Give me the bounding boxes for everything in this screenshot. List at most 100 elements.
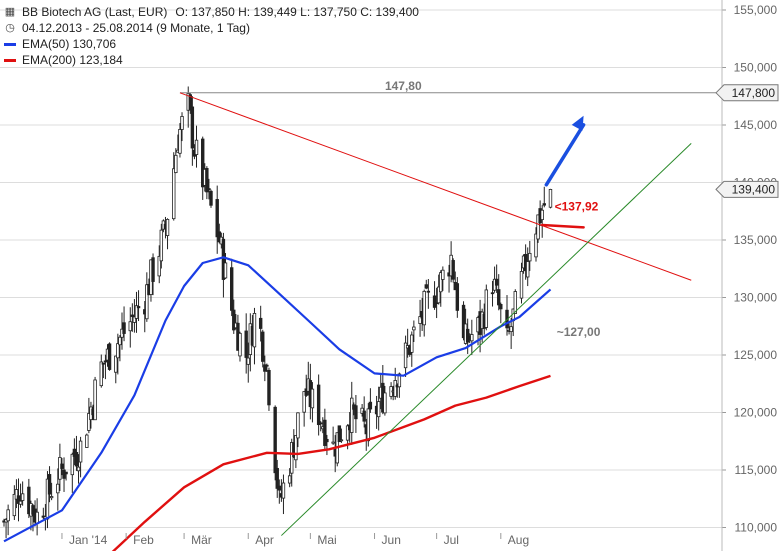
annotations: 147,80 <137,92 ~127,00 147,800 139,400	[385, 79, 779, 339]
candle-body	[534, 233, 538, 258]
candle-body	[350, 397, 354, 433]
y-tick-label: 110,000	[735, 521, 778, 535]
y-tick-label: 125,000	[734, 348, 778, 362]
candle-body	[261, 331, 265, 362]
candle-body	[6, 509, 10, 522]
candle-body	[103, 360, 108, 363]
candle-body	[246, 357, 250, 365]
x-axis: Jan '14 Feb Mär Apr Mai Jun Jul Aug	[61, 533, 529, 547]
candle-body	[18, 500, 23, 505]
candle-body	[116, 343, 120, 359]
candle-body	[368, 401, 373, 410]
candle-body	[12, 493, 17, 517]
candle-body	[436, 286, 441, 304]
y-tick-label: 115,000	[735, 463, 778, 477]
candle-body	[432, 295, 437, 308]
candle-body	[494, 278, 499, 286]
candle-body	[362, 410, 366, 422]
candle-body	[223, 262, 228, 279]
candle-body	[151, 257, 155, 282]
candle-body	[310, 388, 315, 409]
candle-body	[319, 422, 323, 425]
candle-body	[205, 168, 209, 193]
candle-body	[323, 419, 327, 446]
candle-body	[70, 453, 75, 476]
candle-body	[244, 330, 248, 358]
clock-icon: ◷	[5, 22, 15, 34]
ema50-line	[3, 256, 552, 543]
candle-body	[99, 361, 103, 387]
candle-body	[296, 412, 300, 439]
candle-body	[424, 284, 428, 289]
candle-body	[441, 269, 445, 280]
candle-body	[136, 306, 141, 309]
candle-body	[14, 489, 19, 500]
candle-body	[304, 388, 308, 396]
candle-body	[366, 408, 371, 442]
legend-ema50-row: EMA(50) 130,706	[4, 36, 419, 52]
candle-body	[78, 440, 83, 463]
candle-body	[426, 290, 431, 293]
candle-body	[174, 154, 178, 173]
candle-body	[337, 425, 342, 443]
y-axis: 110,000 115,000 120,000 125,000 130,000 135,0…	[721, 0, 778, 551]
candle-body	[542, 203, 546, 206]
candle-body	[497, 289, 501, 306]
candle-body	[128, 321, 132, 332]
candle-body	[383, 392, 387, 414]
candle-body	[118, 336, 122, 346]
candle-body	[316, 384, 321, 426]
x-tick-label: Jun	[382, 533, 401, 547]
candle-body	[339, 439, 344, 442]
candle-body	[122, 322, 126, 334]
legend-ema200-row: EMA(200) 123,184	[4, 52, 419, 68]
candle-body	[47, 474, 52, 495]
support-trendline	[281, 143, 692, 536]
grid	[0, 9, 722, 528]
candle-body	[509, 326, 513, 333]
candle-body	[263, 364, 267, 372]
candle-body	[519, 271, 524, 299]
candle-body	[145, 284, 149, 320]
candle-body	[101, 362, 106, 365]
candle-body	[35, 511, 39, 524]
candle-body	[252, 312, 257, 348]
candle-body	[484, 289, 489, 328]
x-tick-label: Jan '14	[69, 533, 108, 547]
candle-body	[302, 391, 306, 413]
candle-body	[287, 475, 292, 484]
candle-body	[172, 168, 176, 220]
arrow-up-icon	[571, 115, 584, 131]
candle-body	[277, 485, 282, 491]
candle-body	[49, 496, 54, 499]
candle-body	[188, 94, 192, 111]
candle-body	[76, 466, 81, 472]
candle-body	[207, 188, 211, 191]
candle-body	[331, 441, 335, 444]
ema200-line	[111, 374, 551, 551]
candle-body	[215, 199, 219, 238]
level-price-tag: 147,800	[732, 86, 776, 100]
candle-body	[412, 326, 416, 331]
candle-body	[513, 291, 517, 314]
candle-body	[294, 435, 298, 461]
candle-body	[209, 190, 213, 206]
price-tag: 147,800	[715, 84, 779, 102]
candle-body	[165, 219, 170, 236]
candle-body	[56, 483, 60, 494]
candle-body	[93, 379, 97, 421]
x-tick-label: Mär	[191, 533, 212, 547]
candle-body	[461, 304, 466, 339]
candle-body	[130, 314, 135, 317]
support-label: ~127,00	[557, 325, 601, 339]
candle-body	[528, 252, 532, 262]
red-mark	[540, 223, 585, 229]
price-tag-box	[715, 180, 779, 198]
candle-body	[74, 452, 79, 467]
candle-body	[20, 493, 25, 501]
legend-ema50: EMA(50) 130,706	[22, 37, 117, 51]
candle-body	[267, 369, 271, 406]
candle-body	[114, 355, 118, 373]
candle-body	[393, 380, 397, 397]
